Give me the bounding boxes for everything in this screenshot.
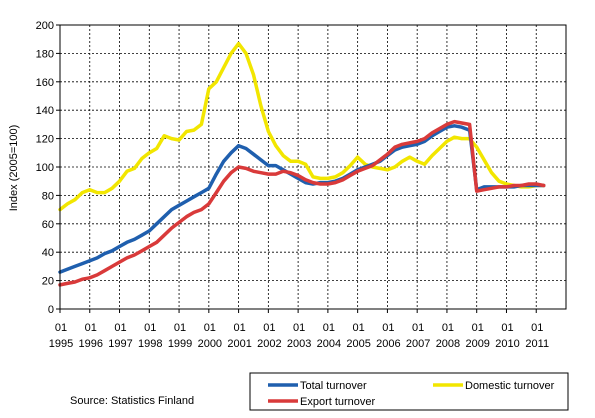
x-tick-label-year: 2009 (465, 338, 489, 350)
y-tick-label: 100 (36, 162, 54, 174)
series-line-export-turnover (58, 119, 546, 287)
x-tick-label-month: 01 (412, 322, 424, 334)
x-tick-label-month: 01 (472, 322, 484, 334)
x-tick-label-month: 01 (233, 322, 245, 334)
y-axis-ticks: 0 20 40 60 80 100 120 140 160 180 200 (36, 20, 60, 316)
x-tick-label-month: 01 (204, 322, 216, 334)
x-tick-label-year: 2010 (495, 338, 519, 350)
y-tick-label: 80 (42, 190, 54, 202)
legend-label: Total turnover (300, 380, 367, 392)
x-tick-label-year: 1999 (168, 338, 192, 350)
x-tick-label-year: 2006 (376, 338, 400, 350)
x-tick-label-year: 2007 (406, 338, 430, 350)
x-tick-label-month: 01 (442, 322, 454, 334)
x-tick-label-year: 2002 (257, 338, 281, 350)
series-lines (58, 41, 546, 287)
y-tick-label: 20 (42, 276, 54, 288)
x-tick-label-month: 01 (501, 322, 513, 334)
legend-box (249, 372, 569, 411)
y-tick-label: 120 (36, 134, 54, 146)
x-tick-label-month: 01 (85, 322, 97, 334)
y-tick-label: 0 (48, 304, 54, 316)
x-tick-label-month: 01 (263, 322, 275, 334)
x-tick-label-year: 1998 (138, 338, 162, 350)
y-tick-label: 40 (42, 247, 54, 259)
x-tick-label-month: 01 (382, 322, 394, 334)
y-tick-label: 180 (36, 48, 54, 60)
y-tick-label: 140 (36, 105, 54, 117)
x-tick-label-month: 01 (55, 322, 67, 334)
x-tick-label-month: 01 (531, 322, 543, 334)
x-tick-label-month: 01 (293, 322, 305, 334)
x-tick-label-month: 01 (144, 322, 156, 334)
x-tick-label-year: 1997 (108, 338, 132, 350)
y-tick-label: 60 (42, 219, 54, 231)
x-tick-label-year: 2003 (287, 338, 311, 350)
series-line-domestic-turnover (58, 41, 546, 212)
x-tick-label-year: 2001 (227, 338, 251, 350)
x-tick-label-month: 01 (353, 322, 365, 334)
y-tick-label: 160 (36, 77, 54, 89)
legend: Total turnover Domestic turnover Export tu… (249, 372, 569, 411)
y-axis-label: Index (2005=100) (8, 125, 20, 212)
x-tick-label-month: 01 (323, 322, 335, 334)
source-note: Source: Statistics Finland (70, 395, 194, 407)
legend-label: Domestic turnover (465, 380, 555, 392)
x-tick-label-year: 2000 (198, 338, 222, 350)
x-tick-label-month: 01 (114, 322, 126, 334)
x-tick-label-year: 1995 (49, 338, 73, 350)
x-tick-label-year: 2004 (317, 338, 341, 350)
y-tick-label: 200 (36, 20, 54, 32)
legend-label: Export turnover (300, 396, 376, 408)
x-axis-ticks: 01 1995 01 1996 01 1997 01 1998 01 1999 01 2000 01 20… (49, 309, 549, 350)
x-tick-label-year: 2011 (525, 338, 549, 350)
x-tick-label-month: 01 (174, 322, 186, 334)
x-tick-label-year: 2008 (436, 338, 460, 350)
x-tick-label-year: 2005 (346, 338, 370, 350)
x-tick-label-year: 1996 (79, 338, 103, 350)
